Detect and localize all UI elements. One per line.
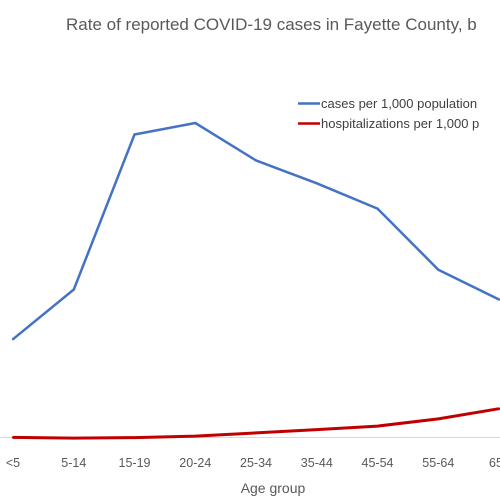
data-point-cases-7 — [437, 268, 440, 271]
data-point-cases-1 — [72, 288, 76, 291]
data-point-hospitalizations-2 — [133, 436, 136, 439]
legend-entry-cases: cases per 1,000 population — [298, 96, 477, 111]
x-tick-label-55-64: 55-64 — [422, 456, 454, 470]
data-point-hospitalizations-8 — [497, 407, 500, 410]
series-layer — [11, 121, 500, 440]
legend-entry-hospitalizations: hospitalizations per 1,000 p — [298, 116, 479, 131]
x-tick-label-65: 65- — [489, 456, 500, 470]
data-point-hospitalizations-1 — [72, 436, 76, 440]
x-tick-labels: <5 5-14 15-19 20-24 25-34 35-44 45-54 55-64 65- — [6, 456, 500, 470]
data-point-cases-8 — [497, 298, 500, 301]
x-tick-label-45-54: 45-54 — [362, 456, 394, 470]
legend-label-cases: cases per 1,000 population — [321, 96, 477, 111]
data-point-cases-0 — [11, 338, 15, 341]
data-point-hospitalizations-7 — [437, 417, 440, 421]
x-tick-label-15-19: 15-19 — [119, 456, 151, 470]
data-point-hospitalizations-6 — [376, 424, 379, 428]
chart-title: Rate of reported COVID-19 cases in Fayet… — [66, 15, 477, 34]
legend-label-hospitalizations: hospitalizations per 1,000 p — [321, 116, 479, 131]
data-point-cases-2 — [133, 133, 136, 136]
data-point-hospitalizations-3 — [194, 434, 197, 438]
x-axis-title: Age group — [241, 480, 306, 496]
x-tick-label-5-14: 5-14 — [61, 456, 86, 470]
data-point-cases-5 — [315, 182, 318, 185]
data-point-cases-6 — [376, 207, 379, 210]
data-point-hospitalizations-5 — [315, 428, 318, 431]
legend: cases per 1,000 population hospitalizati… — [298, 96, 479, 131]
x-tick-label-20-24: 20-24 — [179, 456, 211, 470]
data-point-cases-3 — [194, 121, 197, 125]
data-point-cases-4 — [254, 159, 258, 162]
series-line-cases — [12, 121, 500, 341]
x-tick-label-35-44: 35-44 — [301, 456, 333, 470]
x-tick-label-25-34: 25-34 — [240, 456, 272, 470]
data-point-hospitalizations-4 — [254, 431, 258, 435]
x-tick-label-5: <5 — [6, 456, 20, 470]
data-point-hospitalizations-0 — [11, 436, 15, 439]
